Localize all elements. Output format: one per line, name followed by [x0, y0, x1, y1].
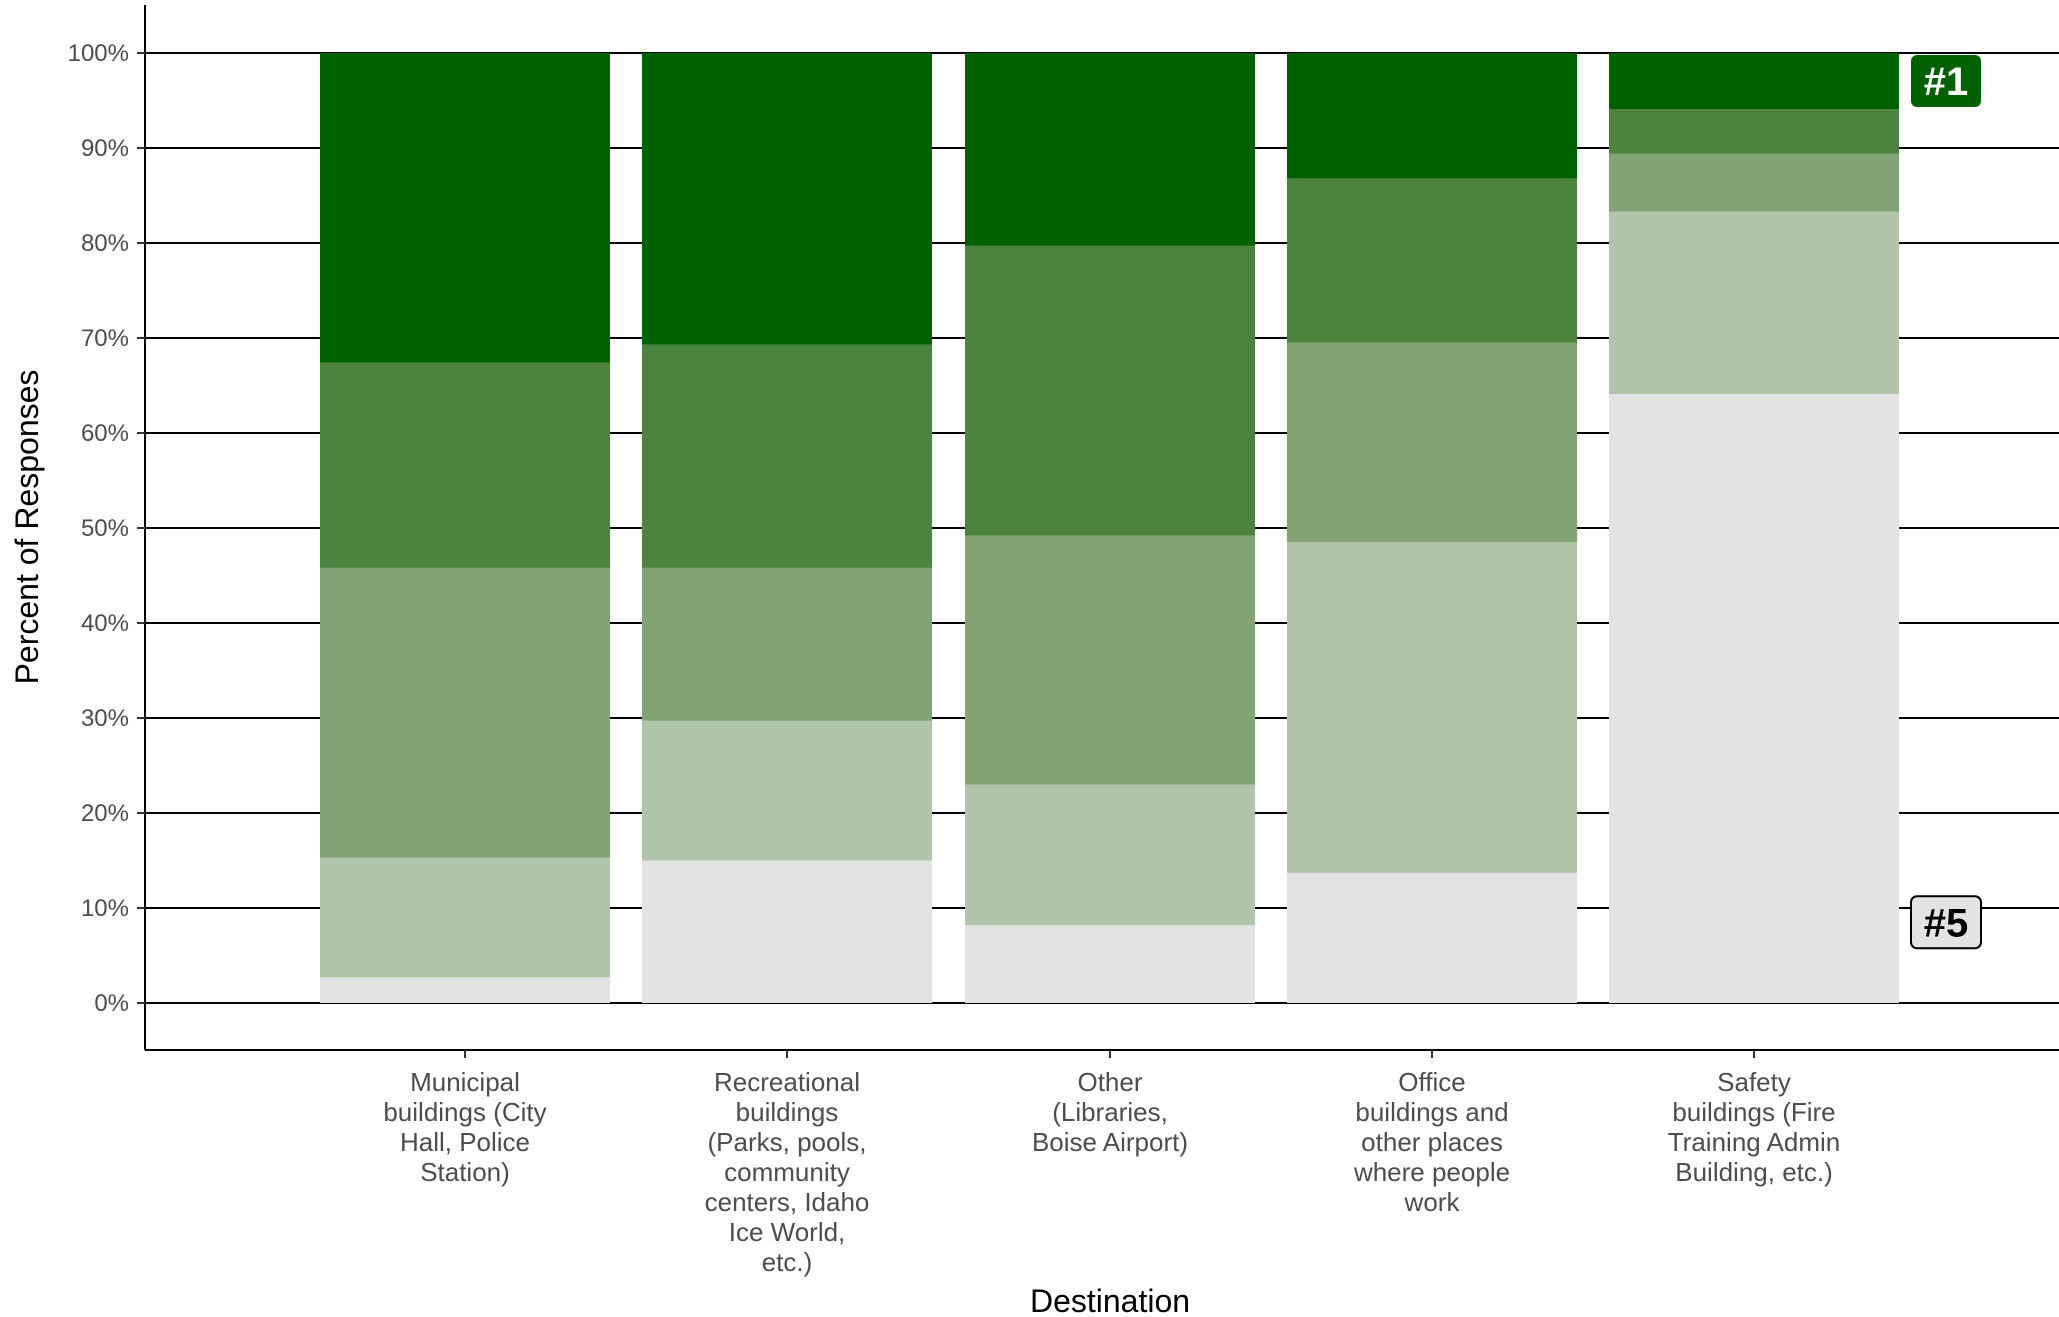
- bar-segment-rank-5: [965, 925, 1255, 1003]
- bar-segment-rank-5: [642, 860, 932, 1003]
- bar-segment-rank-3: [642, 567, 932, 721]
- bar-segment-rank-2: [1287, 178, 1577, 343]
- x-tick-label: Office buildings and other places where peo…: [1353, 1067, 1510, 1217]
- bar-segment-rank-5: [1609, 394, 1899, 1003]
- x-tick-label-line: buildings (Fire: [1672, 1097, 1835, 1127]
- y-tick-label: 60%: [81, 420, 129, 447]
- y-ticks: 0% 10% 20% 30% 40% 50% 60% 70% 80% 90% 100%: [68, 40, 145, 1017]
- x-tick-label-line: where people: [1353, 1157, 1510, 1187]
- x-tick-label-line: other places: [1361, 1127, 1503, 1157]
- rank-annotation: #5: [1910, 895, 1982, 950]
- bar-segment-rank-3: [1609, 153, 1899, 212]
- x-tick-label-line: Boise Airport): [1032, 1127, 1188, 1157]
- bar-segment-rank-1: [1609, 53, 1899, 110]
- y-tick-label: 50%: [81, 515, 129, 542]
- x-tick-label-line: community: [724, 1157, 850, 1187]
- rank-annotations: #1 #5: [1910, 55, 1982, 950]
- bar-segment-rank-4: [1609, 211, 1899, 395]
- rank-annotation: #1: [1911, 55, 1981, 108]
- bar-segment-rank-4: [965, 784, 1255, 926]
- x-ticks: Municipal buildings (City Hall, Police Stat…: [383, 1050, 1840, 1277]
- x-tick-label-line: (Libraries,: [1052, 1097, 1168, 1127]
- x-tick-label-line: Training Admin: [1668, 1127, 1840, 1157]
- x-tick-label: Recreational buildings (Parks, pools, commu…: [705, 1067, 870, 1277]
- bar-segment-rank-4: [1287, 542, 1577, 873]
- bar-segment-rank-2: [965, 245, 1255, 536]
- x-tick-label-line: Station): [420, 1157, 510, 1187]
- bar-segment-rank-1: [1287, 53, 1577, 179]
- bar-segment-rank-3: [320, 567, 610, 858]
- bar-segment-rank-4: [642, 720, 932, 861]
- y-tick-label: 10%: [81, 895, 129, 922]
- y-axis-title: Percent of Responses: [9, 370, 45, 685]
- y-tick-label: 40%: [81, 610, 129, 637]
- x-tick-label: Safety buildings (Fire Training Admin Build…: [1668, 1067, 1840, 1187]
- x-tick-label-line: Safety: [1717, 1067, 1791, 1097]
- x-tick-label-line: Municipal: [410, 1067, 520, 1097]
- x-tick-label-line: Office: [1398, 1067, 1465, 1097]
- y-tick-label: 0%: [94, 990, 129, 1017]
- rank-annotation-label: #5: [1924, 901, 1969, 945]
- x-tick-label-line: etc.): [762, 1247, 813, 1277]
- rank-annotation-label: #1: [1924, 60, 1969, 104]
- y-tick-label: 70%: [81, 325, 129, 352]
- x-tick-label-line: Ice World,: [729, 1217, 846, 1247]
- x-tick-label-line: Hall, Police: [400, 1127, 530, 1157]
- bar-segment-rank-1: [320, 53, 610, 363]
- y-tick-label: 30%: [81, 705, 129, 732]
- x-tick-label-line: (Parks, pools,: [708, 1127, 867, 1157]
- x-axis-title: Destination: [1030, 1283, 1190, 1317]
- x-tick-label: Municipal buildings (City Hall, Police Stat…: [383, 1067, 546, 1187]
- bar-segment-rank-3: [1287, 342, 1577, 543]
- bar-segment-rank-3: [965, 535, 1255, 785]
- bar-segment-rank-4: [320, 857, 610, 978]
- bar-segment-rank-1: [965, 53, 1255, 246]
- bar-segment-rank-5: [320, 977, 610, 1003]
- x-tick-label-line: Building, etc.): [1675, 1157, 1833, 1187]
- x-tick-label-line: Recreational: [714, 1067, 860, 1097]
- y-tick-label: 100%: [68, 40, 129, 67]
- y-tick-label: 20%: [81, 800, 129, 827]
- y-tick-label: 90%: [81, 135, 129, 162]
- x-tick-label-line: buildings (City: [383, 1097, 546, 1127]
- bar-segment-rank-5: [1287, 872, 1577, 1003]
- bar-segment-rank-2: [1609, 109, 1899, 154]
- bar-segment-rank-2: [320, 362, 610, 568]
- y-tick-label: 80%: [81, 230, 129, 257]
- bar-segment-rank-1: [642, 53, 932, 345]
- x-tick-label-line: buildings: [736, 1097, 839, 1127]
- x-tick-label-line: buildings and: [1355, 1097, 1508, 1127]
- bar-segment-rank-2: [642, 344, 932, 568]
- x-tick-label: Other (Libraries, Boise Airport): [1032, 1067, 1188, 1157]
- x-tick-label-line: centers, Idaho: [705, 1187, 870, 1217]
- rank-annotation-box: [1910, 895, 1982, 950]
- bars: [320, 53, 1899, 1003]
- x-tick-label-line: work: [1404, 1187, 1461, 1217]
- x-tick-label-line: Other: [1077, 1067, 1142, 1097]
- rank-annotation-box: [1911, 55, 1981, 108]
